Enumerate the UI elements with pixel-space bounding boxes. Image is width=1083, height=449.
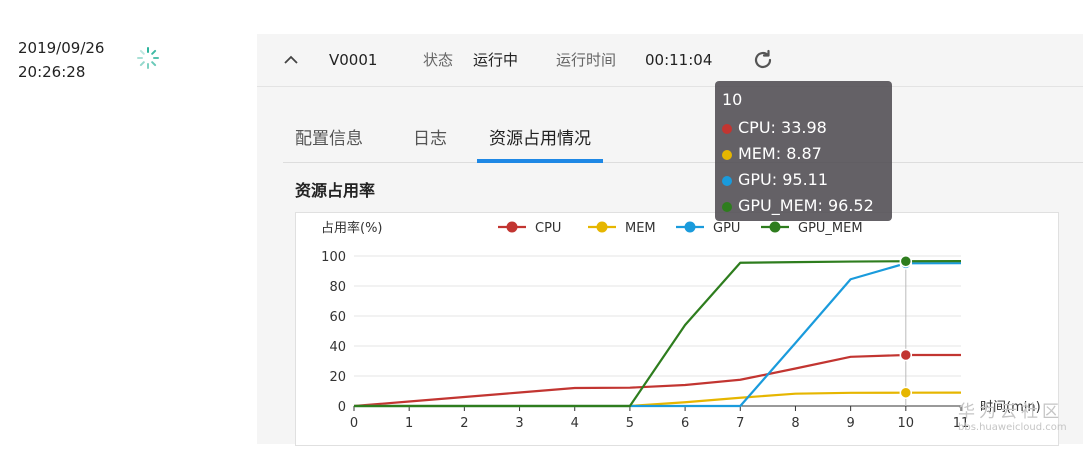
- tooltip-row-gpu: GPU: 95.11: [722, 167, 885, 193]
- legend-label-gpu_mem: GPU_MEM: [798, 221, 863, 236]
- y-tick-label: 100: [321, 250, 346, 265]
- gpu-dot-icon: [722, 175, 732, 186]
- tooltip-gpu-value: GPU: 95.11: [738, 170, 829, 189]
- tab-resource-usage[interactable]: 资源占用情况: [477, 124, 603, 163]
- x-axis-label: 时间(min): [980, 400, 1041, 415]
- legend-label-cpu: CPU: [535, 221, 561, 236]
- tooltip-mem-value: MEM: 8.87: [738, 144, 822, 163]
- x-tick-label: 3: [515, 416, 523, 431]
- x-tick-label: 2: [460, 416, 468, 431]
- runtime-label: 运行时间: [556, 51, 617, 69]
- y-tick-label: 80: [329, 280, 346, 295]
- x-tick-label: 7: [736, 416, 744, 431]
- detail-tabs: 配置信息 日志 资源占用情况: [283, 120, 1083, 163]
- y-axis-label: 占用率(%): [321, 220, 383, 236]
- mem-dot-icon: [722, 149, 732, 160]
- gpu-mem-dot-icon: [722, 201, 732, 212]
- x-tick-label: 4: [571, 416, 579, 431]
- status-label: 状态: [423, 51, 454, 69]
- x-tick-label: 1: [405, 416, 413, 431]
- y-tick-label: 0: [338, 400, 346, 415]
- tooltip-row-mem: MEM: 8.87: [722, 141, 885, 167]
- tooltip-cpu-value: CPU: 33.98: [738, 118, 827, 137]
- x-tick-label: 9: [846, 416, 854, 431]
- x-tick-label: 0: [350, 416, 358, 431]
- highlight-point-gpu_mem: [899, 254, 913, 268]
- y-tick-label: 40: [329, 340, 346, 355]
- tab-config-info[interactable]: 配置信息: [295, 129, 363, 149]
- section-title: 资源占用率: [295, 181, 376, 200]
- submit-date: 2019/09/26: [18, 39, 105, 57]
- series-line-gpu_mem: [354, 260, 962, 408]
- status-value: 运行中: [473, 51, 519, 69]
- runtime-value: 00:11:04: [645, 51, 713, 69]
- x-tick-label: 11: [953, 416, 970, 431]
- y-tick-label: 60: [329, 310, 346, 325]
- watermark-main: 华为云社区: [958, 402, 1063, 422]
- series-line-cpu: [353, 353, 962, 408]
- tooltip-row-gpu-mem: GPU_MEM: 96.52: [722, 193, 885, 219]
- watermark: 华为云社区 bbs.huaweicloud.com: [958, 402, 1067, 434]
- chart-tooltip: 10 CPU: 33.98 MEM: 8.87 GPU: 95.11 GPU_M…: [715, 81, 892, 221]
- x-tick-label: 5: [626, 416, 634, 431]
- x-tick-label: 8: [791, 416, 799, 431]
- submit-time: 20:26:28: [18, 63, 86, 81]
- x-tick-label: 6: [681, 416, 689, 431]
- chevron-up-icon[interactable]: [283, 52, 299, 68]
- submit-timestamp: 2019/09/26 20:26:28: [18, 36, 104, 84]
- tooltip-gpu-mem-value: GPU_MEM: 96.52: [738, 196, 874, 215]
- tooltip-row-cpu: CPU: 33.98: [722, 115, 885, 141]
- legend-marker-mem: [596, 221, 608, 233]
- cpu-dot-icon: [722, 123, 732, 134]
- watermark-sub: bbs.huaweicloud.com: [958, 422, 1067, 433]
- chart-canvas: 0 20 40 60 80 100 0 1 2 3 4 5 6 7 8 9 10 11 占用率(%) 时间(min) C…: [321, 220, 1041, 431]
- highlight-point-cpu: [899, 348, 913, 362]
- legend-marker-cpu: [506, 221, 518, 233]
- y-tick-label: 20: [329, 370, 346, 385]
- tab-logs[interactable]: 日志: [413, 129, 447, 149]
- job-id: V0001: [329, 51, 378, 69]
- legend-label-gpu: GPU: [713, 221, 740, 236]
- job-header: V0001 状态 运行中 运行时间 00:11:04: [257, 34, 1083, 87]
- x-tick-label: 10: [898, 416, 915, 431]
- resource-usage-chart: 0 20 40 60 80 100 0 1 2 3 4 5 6 7 8 9 10 11 占用率(%) 时间(min) C…: [295, 212, 1059, 446]
- loading-spinner-icon: [137, 47, 159, 69]
- legend-marker-gpu: [684, 221, 696, 233]
- legend-label-mem: MEM: [625, 221, 656, 236]
- refresh-icon[interactable]: [751, 48, 775, 72]
- legend-marker-gpu_mem: [769, 221, 781, 233]
- highlight-point-mem: [899, 386, 913, 399]
- series-line-gpu: [354, 262, 962, 408]
- tooltip-title: 10: [722, 90, 743, 109]
